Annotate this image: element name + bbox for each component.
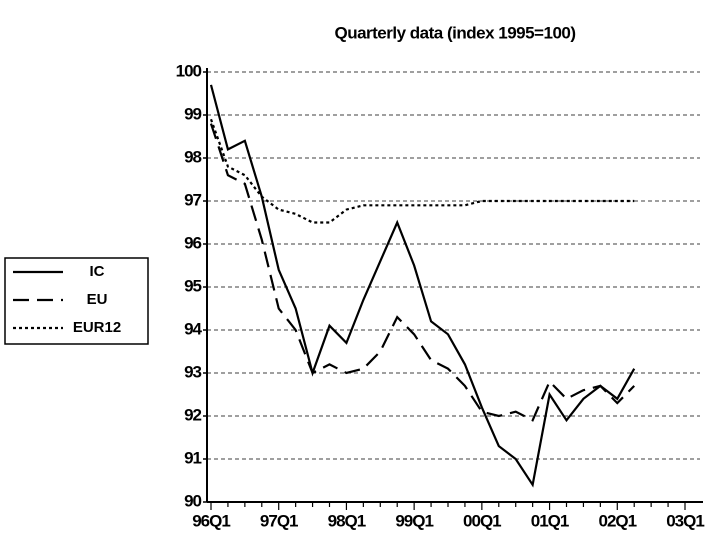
- y-tick-label: 92: [184, 405, 201, 424]
- series-line: [209, 84, 636, 488]
- y-tick-label: 95: [184, 276, 201, 295]
- x-tick-label: 99Q1: [395, 511, 433, 530]
- legend-label: EU: [87, 291, 108, 308]
- series-line: [209, 123, 635, 422]
- y-tick-label: 97: [184, 190, 201, 209]
- x-tick-label: 01Q1: [531, 511, 569, 530]
- series-line: [209, 118, 635, 224]
- x-tick-label: 03Q1: [666, 511, 704, 530]
- x-tick-label: 96Q1: [192, 511, 230, 530]
- y-tick-label: 93: [184, 362, 201, 381]
- y-tick-label: 99: [184, 104, 201, 123]
- y-tick-label: 100: [176, 61, 202, 80]
- legend-label: EUR12: [73, 319, 121, 336]
- x-tick-label: 02Q1: [598, 511, 636, 530]
- y-tick-label: 90: [184, 491, 201, 510]
- chart-title: Quarterly data (index 1995=100): [334, 23, 575, 42]
- y-tick-label: 98: [184, 147, 201, 166]
- y-tick-label: 94: [184, 319, 202, 338]
- x-tick-label: 97Q1: [260, 511, 298, 530]
- x-tick-label: 00Q1: [463, 511, 501, 530]
- x-tick-label: 98Q1: [328, 511, 366, 530]
- y-tick-label: 91: [184, 448, 201, 467]
- y-tick-label: 96: [184, 233, 201, 252]
- legend-label: IC: [90, 263, 105, 280]
